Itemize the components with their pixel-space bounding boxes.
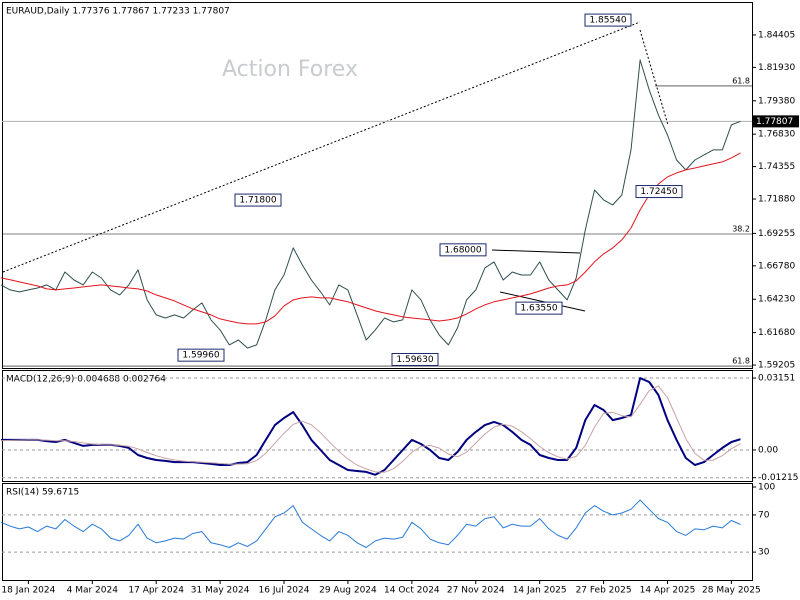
y-tick-label: 0.00 xyxy=(758,445,778,455)
y-tick-label: 1.79380 xyxy=(758,96,795,106)
y-tick-label: -0.01215 xyxy=(758,473,798,483)
annotation-box xyxy=(635,185,683,199)
annotation-label: 1.63550 xyxy=(520,304,557,314)
y-tick-label: 30 xyxy=(758,548,770,558)
x-tick-label: 16 Jul 2024 xyxy=(259,586,310,596)
x-tick-label: 27 Nov 2024 xyxy=(447,586,505,596)
annotation-label: 1.85540 xyxy=(589,16,626,26)
series-line xyxy=(0,499,741,548)
y-tick-label: 1.74355 xyxy=(758,162,795,172)
trend-line xyxy=(491,249,581,254)
y-tick-label: 0.03151 xyxy=(758,374,795,384)
x-tick-label: 14 Oct 2024 xyxy=(384,586,440,596)
current-price-box xyxy=(753,115,799,128)
annotation-box xyxy=(439,243,487,257)
fib-label: 61.8 xyxy=(732,357,750,366)
annotation-box xyxy=(391,352,439,366)
y-tick-label: 1.76830 xyxy=(758,130,795,140)
x-tick-label: 4 Mar 2024 xyxy=(67,586,119,596)
x-tick-label: 31 May 2024 xyxy=(191,586,250,596)
trend-line xyxy=(639,29,669,126)
x-tick-label: 17 Apr 2024 xyxy=(128,586,184,596)
x-tick-label: 18 Jan 2024 xyxy=(1,586,55,596)
y-tick-label: 1.64230 xyxy=(758,295,795,305)
fib-label: 38.2 xyxy=(732,224,750,233)
y-tick-label: 1.59205 xyxy=(758,361,795,371)
watermark: Action Forex xyxy=(222,57,358,82)
panel-frame xyxy=(2,483,753,581)
x-tick-label: 28 May 2025 xyxy=(702,586,761,596)
panel-frame xyxy=(2,2,753,369)
fib-label: 61.8 xyxy=(732,76,750,85)
x-tick-label: 14 Jan 2025 xyxy=(513,586,567,596)
annotation-label: 1.68000 xyxy=(444,245,481,255)
y-tick-label: 1.61680 xyxy=(758,328,795,338)
rsi-title: RSI(14) 59.6715 xyxy=(6,488,79,498)
annotation-label: 1.59630 xyxy=(396,355,433,365)
y-tick-label: 1.69255 xyxy=(758,229,795,239)
y-tick-label: 1.71880 xyxy=(758,195,795,205)
x-tick-label: 27 Feb 2025 xyxy=(576,586,632,596)
current-price-label: 1.77807 xyxy=(756,117,793,127)
y-tick-label: 1.81930 xyxy=(758,63,795,73)
annotation-box xyxy=(584,13,632,27)
series-line xyxy=(1,377,741,476)
trend-line xyxy=(499,291,586,312)
annotation-box xyxy=(234,193,282,207)
annotation-box xyxy=(515,301,563,315)
y-tick-label: 1.66780 xyxy=(758,261,795,271)
x-tick-label: 29 Aug 2024 xyxy=(319,586,377,596)
series-line xyxy=(0,152,741,325)
series-line xyxy=(0,385,741,473)
series-line xyxy=(0,59,741,349)
x-tick-label: 14 Apr 2025 xyxy=(640,586,696,596)
annotation-label: 1.59960 xyxy=(182,351,219,361)
panel-frame xyxy=(2,370,753,482)
annotation-label: 1.71800 xyxy=(239,196,276,206)
price-title: EURAUD,Daily 1.77376 1.77867 1.77233 1.7… xyxy=(6,7,230,17)
y-tick-label: 1.84405 xyxy=(758,30,795,40)
annotation-box xyxy=(177,348,225,362)
annotation-label: 1.72450 xyxy=(640,187,677,197)
macd-title: MACD(12,26,9) 0.004688 0.002764 xyxy=(6,375,166,385)
y-tick-label: 100 xyxy=(758,483,775,493)
y-tick-label: 70 xyxy=(758,510,770,520)
